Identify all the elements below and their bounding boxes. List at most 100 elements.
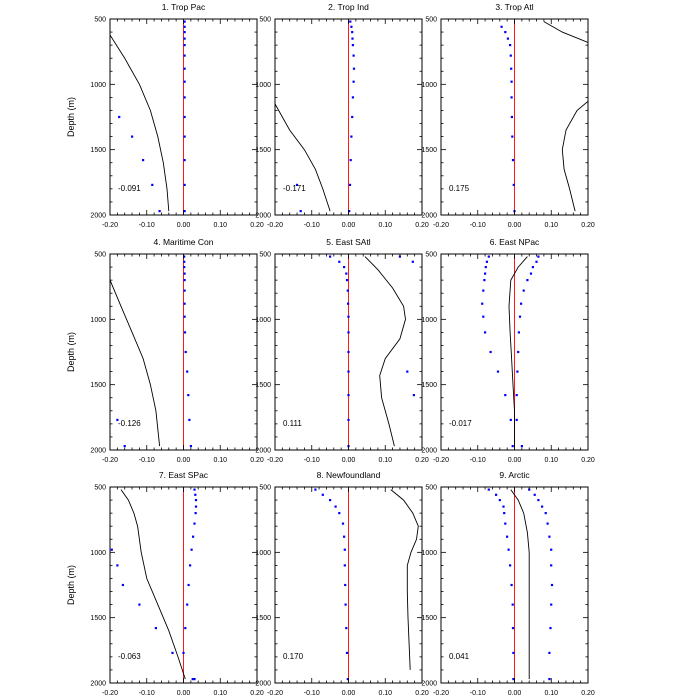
correlation-annotation: -0.171 <box>283 184 306 193</box>
profile-point <box>548 651 551 654</box>
series-group <box>487 488 554 681</box>
profile-point <box>345 279 349 282</box>
correlation-annotation: -0.017 <box>449 419 472 428</box>
y-tick-label: 2000 <box>421 448 437 455</box>
profile-point <box>511 627 515 630</box>
profile-point <box>183 210 186 213</box>
x-tick-label: 0.00 <box>342 222 356 229</box>
profile-point <box>191 678 194 681</box>
profile-point <box>138 603 141 606</box>
y-tick-label: 1500 <box>421 382 437 389</box>
profile-point <box>183 266 186 269</box>
profile-point <box>484 331 487 334</box>
chart-panel-5: 5. East SAtl -0.20 -0.10 0.00 0.10 0.20 500 100… <box>255 237 428 464</box>
chart-panel-9: 9. Arctic -0.20 -0.10 0.00 0.10 0.20 500 1000 15… <box>421 470 594 697</box>
x-tick-label: -0.20 <box>102 457 118 464</box>
profile-point <box>509 418 512 421</box>
correlation-annotation: -0.126 <box>118 419 141 428</box>
profile-point <box>110 548 113 551</box>
tick-marks <box>109 253 258 451</box>
x-tick-label: 0.20 <box>581 457 595 464</box>
profile-point <box>183 44 186 47</box>
profile-point <box>504 522 507 525</box>
y-tick-label: 2000 <box>255 213 271 220</box>
profile-point <box>509 564 512 567</box>
profile-point <box>193 488 196 491</box>
profile-point <box>192 535 195 538</box>
profile-point <box>510 115 513 119</box>
profile-point <box>515 394 518 397</box>
y-tick-label: 1000 <box>255 317 271 324</box>
profile-point <box>341 522 345 525</box>
chart-panel-2: 2. Trop Ind -0.20 -0.10 0.00 0.10 0.20 500 1000… <box>255 2 428 229</box>
profile-point <box>348 210 351 213</box>
profile-point <box>183 25 186 28</box>
panel-title: 7. East SPac <box>159 470 209 480</box>
profile-point <box>347 315 350 318</box>
profile-point <box>406 370 409 373</box>
y-tick-label: 1000 <box>255 550 271 557</box>
profile-point <box>483 279 486 282</box>
profile-point <box>510 583 513 587</box>
x-tick-label: 0.10 <box>213 457 227 464</box>
profile-point <box>510 80 513 83</box>
profile-point <box>190 548 193 551</box>
profile-point <box>343 266 346 269</box>
profile-point <box>187 394 190 397</box>
profile-point <box>189 564 192 567</box>
x-tick-label: -0.10 <box>304 690 320 697</box>
x-tick-label: -0.20 <box>433 690 449 697</box>
profile-point <box>343 535 346 538</box>
profile-line <box>120 489 186 680</box>
x-tick-label: 0.10 <box>213 222 227 229</box>
profile-point <box>517 331 520 334</box>
profile-point <box>496 370 500 373</box>
profile-point <box>352 80 355 83</box>
x-tick-label: -0.20 <box>433 222 449 229</box>
y-tick-label: 500 <box>259 252 271 259</box>
correlation-annotation: -0.063 <box>118 652 141 661</box>
profile-point <box>183 331 187 334</box>
y-tick-label: 2000 <box>90 448 106 455</box>
x-tick-label: 0.10 <box>378 457 392 464</box>
profile-point <box>188 418 191 421</box>
panel-title: 5. East SAtl <box>326 237 371 247</box>
profile-point <box>183 289 186 292</box>
profile-point <box>533 493 536 496</box>
y-tick-label: 2000 <box>255 681 271 688</box>
y-tick-label: 1000 <box>255 82 271 89</box>
profile-point <box>347 418 350 421</box>
x-tick-label: 0.20 <box>581 222 595 229</box>
profile-point <box>346 678 349 681</box>
y-tick-label: 500 <box>259 485 271 492</box>
panel-title: 1. Trop Pac <box>162 2 206 12</box>
profile-point <box>544 512 547 515</box>
y-tick-label: 2000 <box>255 448 271 455</box>
profile-point <box>171 651 174 654</box>
y-tick-label: 1500 <box>421 615 437 622</box>
x-tick-label: 0.10 <box>544 222 558 229</box>
profile-line <box>508 256 528 447</box>
profile-point <box>344 583 347 587</box>
profile-point <box>512 651 515 654</box>
x-tick-label: -0.10 <box>470 222 486 229</box>
profile-point <box>299 210 302 213</box>
profile-point <box>116 564 119 567</box>
profile-point <box>498 499 501 502</box>
panel-title: 4. Maritime Con <box>154 237 214 247</box>
profile-point <box>194 493 197 496</box>
profile-point <box>549 627 552 630</box>
y-axis-label: Depth (m) <box>66 97 76 137</box>
profile-point <box>183 159 186 162</box>
x-tick-label: 0.00 <box>177 457 191 464</box>
profile-point <box>528 488 531 491</box>
profile-line <box>510 489 530 680</box>
y-tick-label: 1500 <box>90 615 106 622</box>
profile-point <box>183 31 186 34</box>
profile-point <box>489 350 492 354</box>
profile-point <box>343 564 346 567</box>
profile-point <box>183 302 186 305</box>
tick-marks <box>440 486 589 684</box>
profile-point <box>329 499 332 502</box>
profile-point <box>186 370 189 373</box>
